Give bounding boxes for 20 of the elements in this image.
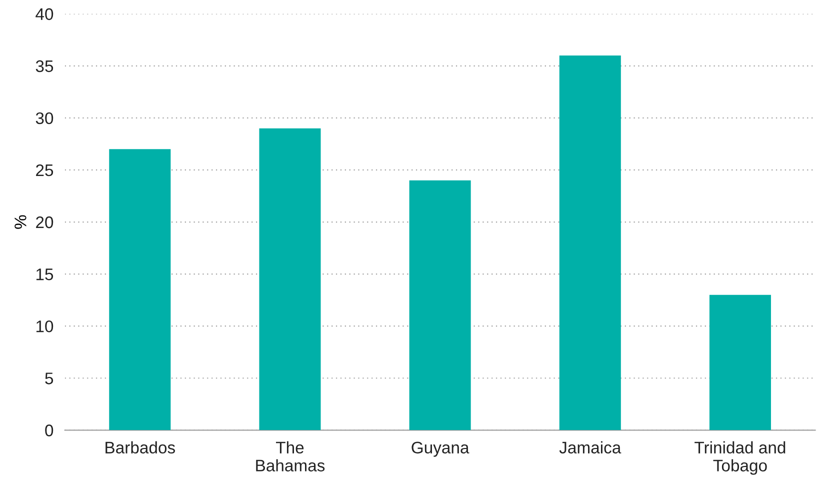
x-tick-label: The Bahamas bbox=[256, 441, 325, 472]
bar bbox=[409, 180, 471, 430]
x-tick-label: Trinidad and Tobago bbox=[694, 441, 786, 475]
y-tick-label: 40 bbox=[36, 8, 54, 20]
bar bbox=[559, 55, 621, 430]
x-tick-label: Barbados bbox=[106, 441, 175, 454]
y-tick-label: 5 bbox=[45, 372, 54, 384]
y-tick-label: 10 bbox=[36, 320, 54, 332]
bar bbox=[259, 128, 321, 430]
x-tick-label: Jamaica bbox=[559, 441, 622, 454]
bar bbox=[709, 294, 771, 430]
y-tick-label: 35 bbox=[36, 60, 54, 72]
y-tick-label: 25 bbox=[36, 164, 54, 176]
y-axis-title: % bbox=[14, 215, 26, 229]
x-tick-label: Guyana bbox=[412, 442, 470, 457]
y-tick-label: 15 bbox=[36, 268, 54, 280]
bar bbox=[109, 149, 171, 430]
y-tick-label: 30 bbox=[36, 112, 54, 124]
y-tick-label: 20 bbox=[36, 216, 54, 228]
y-tick-label: 0 bbox=[45, 424, 54, 436]
